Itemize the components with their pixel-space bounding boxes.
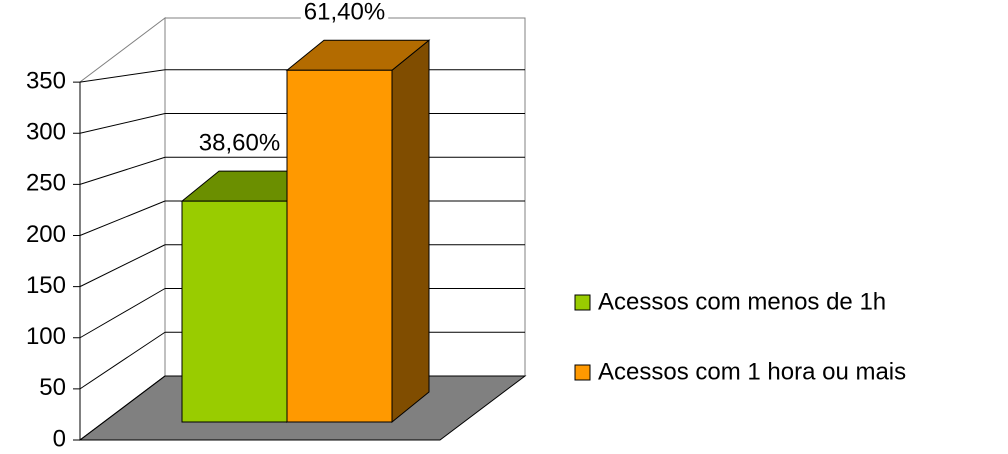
data-label: 38,60% (199, 129, 280, 156)
y-tick-label: 100 (26, 323, 66, 350)
legend-swatch (574, 294, 591, 311)
legend-label: Acessos com menos de 1h (598, 288, 886, 315)
grid-line (79, 200, 166, 236)
data-label-bg (195, 129, 284, 157)
grid-line (79, 156, 166, 185)
y-tick-label: 150 (26, 272, 66, 299)
y-tick-label: 0 (53, 425, 66, 452)
bar-side (391, 39, 430, 424)
grid-line (79, 69, 166, 83)
grid-line (79, 288, 166, 339)
y-tick-label: 300 (26, 119, 66, 146)
side-wall (79, 16, 166, 442)
y-tick-label: 200 (26, 221, 66, 248)
grid-line (79, 375, 166, 441)
grid-line (79, 113, 166, 134)
legend-swatch (574, 364, 591, 381)
grid-line (79, 331, 166, 390)
data-label-bg (300, 0, 389, 26)
legend-label: Acessos com 1 hora ou mais (598, 358, 906, 385)
bar (181, 200, 288, 423)
y-tick-label: 250 (26, 170, 66, 197)
grid-line (79, 244, 166, 288)
y-tick-label: 50 (39, 374, 66, 401)
bar (286, 69, 393, 423)
y-tick-label: 350 (26, 67, 66, 94)
data-label: 61,40% (304, 0, 385, 26)
